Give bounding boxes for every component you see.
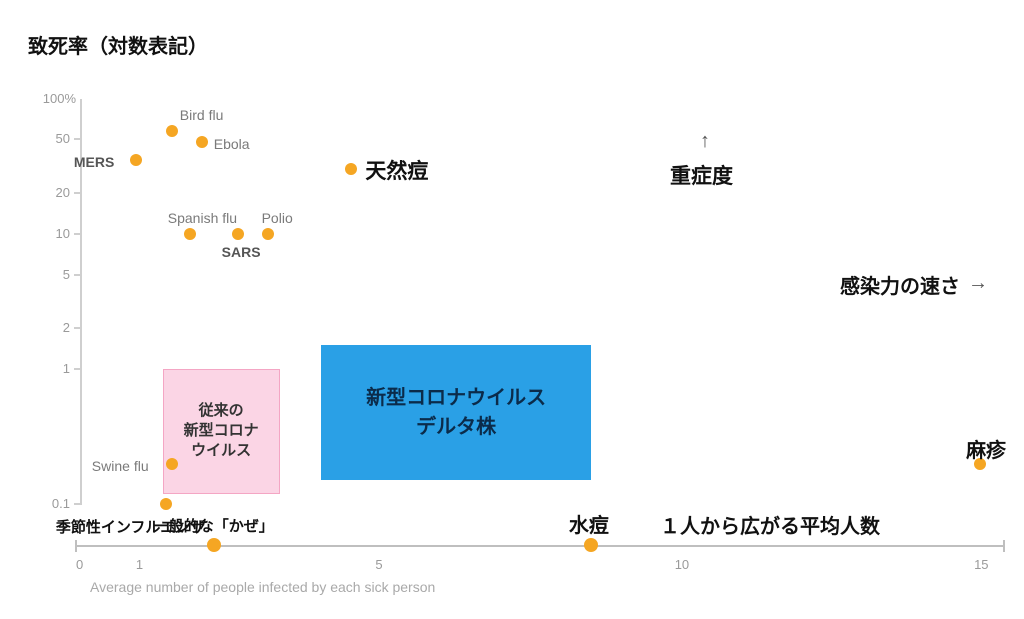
y-tick-label: 5	[63, 267, 70, 282]
x-tick-label: 5	[375, 557, 382, 572]
point-bird-flu	[166, 125, 178, 137]
point-label: Ebola	[214, 136, 250, 152]
point-swine-flu	[166, 458, 178, 470]
y-axis-title: 致死率（対数表記）	[28, 30, 208, 59]
point-spanish-flu	[184, 228, 196, 240]
x-tick-label: 10	[675, 557, 689, 572]
axis-point-chickenpox	[584, 538, 598, 552]
axis-point-label: 水痘	[569, 509, 609, 538]
point-label: Spanish flu	[168, 210, 237, 226]
arrow-right-icon: →	[968, 272, 988, 295]
axis-point-label: 一般的な「かぜ」	[154, 515, 274, 536]
point-label: Swine flu	[92, 458, 149, 474]
annotation-spread: 感染力の速さ	[840, 270, 960, 299]
x-tick-label: 0	[76, 557, 83, 572]
point-polio	[262, 228, 274, 240]
point-label: MERS	[74, 154, 114, 170]
point-label: Polio	[262, 210, 293, 226]
point-label: Bird flu	[180, 107, 224, 123]
arrow-up-icon: ↑	[700, 130, 710, 153]
axis-point-common-cold	[207, 538, 221, 552]
point-label: SARS	[222, 244, 261, 260]
x-tick-label: 15	[974, 557, 988, 572]
x-tick-label: 1	[136, 557, 143, 572]
point-label: 天然痘	[365, 155, 428, 185]
x-axis-label: Average number of people infected by eac…	[90, 579, 435, 595]
y-tick-label: 100%	[43, 91, 76, 106]
y-tick-label: 2	[63, 320, 70, 335]
point-smallpox	[345, 163, 357, 175]
annotation-x-caption: １人から広がる平均人数	[660, 510, 880, 539]
fatality-vs-transmission-chart: 致死率（対数表記）0.1125102050100%0151015Average …	[0, 0, 1024, 619]
point-sars	[232, 228, 244, 240]
point-mers	[130, 154, 142, 166]
box-original-covid: 従来の新型コロナウイルス	[163, 369, 280, 493]
y-tick-label: 10	[56, 226, 70, 241]
point-seasonal-flu	[160, 498, 172, 510]
y-tick-label: 1	[63, 361, 70, 376]
y-tick-label: 20	[56, 185, 70, 200]
point-label: 麻疹	[966, 434, 1006, 463]
box-delta-variant: 新型コロナウイルスデルタ株	[321, 345, 590, 480]
point-ebola	[196, 136, 208, 148]
annotation-severity: 重症度	[670, 160, 733, 190]
y-tick-label: 0.1	[52, 496, 70, 511]
y-tick-label: 50	[56, 131, 70, 146]
